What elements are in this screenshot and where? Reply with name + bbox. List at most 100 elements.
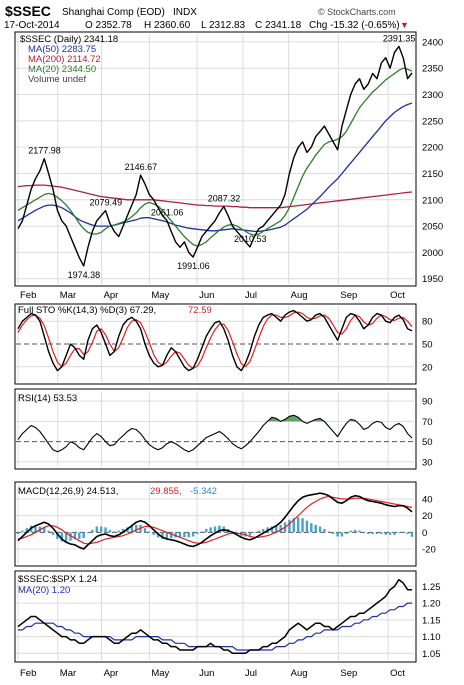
legend-ma200: MA(200) 2114.72 — [28, 54, 101, 65]
macd-histogram-bar — [21, 530, 24, 533]
macd-histogram-bar — [332, 532, 335, 534]
y-tick-label: 1.15 — [422, 615, 441, 626]
macd-histogram-bar — [148, 531, 151, 533]
y-tick-label: 2350 — [422, 64, 443, 75]
y-tick-label: 2400 — [422, 37, 443, 48]
axis-ticks: 1950200020502100215022002250230023502400… — [422, 37, 443, 659]
symbol-title: $SSEC — [5, 3, 51, 19]
macd-histogram-bar — [187, 532, 190, 538]
macd-histogram-bar — [261, 529, 265, 533]
macd-histogram-bar — [367, 532, 370, 534]
y-tick-label: 50 — [422, 437, 433, 448]
macd-histogram-bar — [318, 526, 322, 533]
macd-label: MACD(12,26,9) 24.513, — [18, 486, 118, 497]
y-tick-label: -20 — [422, 545, 436, 556]
month-label: Jul — [245, 290, 257, 301]
open-value: O 2352.78 — [85, 20, 132, 31]
macd-hist-label: -5.342 — [190, 486, 217, 497]
y-tick-label: 2150 — [422, 169, 443, 180]
month-label: Aug — [291, 290, 308, 301]
macd-histogram-bar — [388, 532, 392, 535]
macd-histogram-bar — [410, 532, 414, 537]
macd-histogram-bar — [47, 530, 50, 533]
macd-histogram-bar — [213, 526, 217, 533]
month-label: Mar — [60, 668, 76, 679]
y-tick-label: 2100 — [422, 195, 443, 206]
y-tick-label: 70 — [422, 417, 433, 428]
macd-histogram-bar — [279, 524, 282, 533]
macd-histogram-bar — [104, 527, 107, 533]
y-tick-label: 50 — [422, 340, 433, 351]
macd-histogram-bar — [288, 519, 291, 533]
ratio-label: $SSEC:$SPX 1.24 — [18, 574, 97, 585]
macd-histogram-bar — [178, 532, 182, 538]
macd-histogram-bar — [135, 524, 138, 533]
price-annotation: 2391.35 — [383, 33, 416, 43]
y-tick-label: 1.05 — [422, 649, 441, 660]
low-value: L 2312.83 — [201, 20, 246, 31]
y-tick-label: 1.10 — [422, 632, 441, 643]
legend-volume: Volume undef — [28, 74, 86, 85]
ma200-line — [17, 184, 413, 209]
macd-panel — [14, 481, 417, 567]
macd-histogram-bar — [393, 532, 396, 535]
ratio-line — [17, 578, 412, 655]
macd-histogram-bar — [99, 526, 103, 533]
macd-histogram-bar — [384, 532, 387, 535]
macd-histogram-bar — [336, 532, 339, 537]
sto-k-line — [17, 309, 413, 372]
change-value: Chg -15.32 (-0.65%) — [309, 20, 400, 31]
macd-histogram-bar — [358, 530, 361, 533]
price-annotation: 2010.53 — [234, 234, 267, 244]
macd-histogram-bar — [380, 532, 383, 534]
macd-histogram-bar — [362, 532, 366, 534]
month-label: Oct — [390, 668, 405, 679]
macd-histogram-bar — [248, 532, 252, 536]
macd-histogram-bar — [174, 532, 177, 538]
ratio-ma-line — [18, 602, 412, 651]
month-label: Jun — [199, 290, 214, 301]
macd-histogram-bar — [275, 525, 278, 533]
macd-histogram-bar — [60, 532, 63, 542]
macd-histogram-bar — [73, 532, 77, 539]
price-annotations: 2177.98 2079.49 1974.38 2146.67 2061.06 1991.… — [28, 33, 415, 279]
macd-histogram-bar — [170, 532, 173, 539]
macd-signal-line — [17, 495, 413, 545]
y-tick-label: 90 — [422, 397, 433, 408]
month-label: Feb — [20, 668, 36, 679]
macd-histogram-bar — [323, 529, 326, 533]
price-legend: $SSEC (Daily) 2341.18 MA(50) 2283.75 MA(… — [20, 34, 118, 85]
price-annotation: 2061.06 — [151, 207, 184, 217]
y-tick-label: 2050 — [422, 222, 443, 233]
y-tick-label: 1.20 — [422, 599, 441, 610]
macd-histogram-bar — [253, 532, 256, 534]
macd-histogram-bar — [257, 530, 260, 533]
month-label: May — [151, 668, 169, 679]
legend-ma20: MA(20) 2344.50 — [28, 64, 96, 75]
macd-histogram-bar — [25, 528, 28, 533]
y-tick-label: 1.25 — [422, 582, 441, 593]
macd-histogram-bar — [218, 525, 221, 533]
macd-histogram-bar — [314, 524, 317, 533]
macd-histogram-bar — [375, 532, 379, 534]
month-label: Oct — [390, 290, 405, 301]
macd-histogram-bar — [108, 529, 112, 533]
macd-histogram-bar — [196, 532, 199, 534]
macd-histogram-bar — [91, 529, 94, 533]
macd-histogram-bar — [43, 527, 46, 533]
macd-histogram-bar — [327, 531, 331, 533]
y-tick-label: 20 — [422, 362, 433, 373]
price-annotation: 1991.06 — [177, 261, 210, 271]
macd-histogram-bar — [340, 532, 344, 537]
month-label: Apr — [104, 290, 119, 301]
macd-histogram-bar — [345, 532, 348, 534]
macd-histogram-bar — [353, 529, 357, 533]
sto-panel — [14, 303, 417, 385]
sto-d-label: 72.59 — [188, 305, 212, 316]
macd-histogram-bar — [191, 532, 195, 537]
rsi-panel — [14, 388, 417, 470]
price-annotation: 2177.98 — [28, 146, 61, 156]
month-label: Aug — [291, 668, 308, 679]
ratio-panel — [14, 570, 417, 663]
macd-histogram-bar — [301, 518, 304, 533]
